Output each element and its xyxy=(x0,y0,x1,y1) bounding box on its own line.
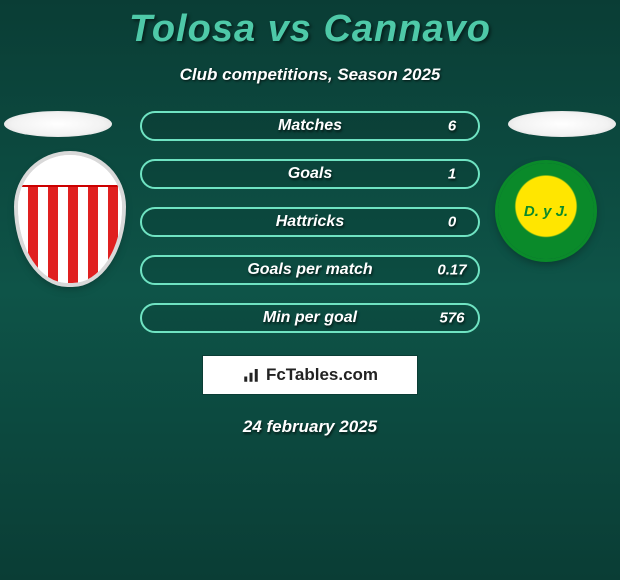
page-title: Tolosa vs Cannavo xyxy=(0,0,620,51)
bar-chart-icon xyxy=(242,366,260,384)
stat-row-matches: Matches 6 xyxy=(140,111,480,141)
player-silhouette-right xyxy=(508,111,616,137)
stat-label: Min per goal xyxy=(263,309,357,327)
subtitle: Club competitions, Season 2025 xyxy=(0,65,620,85)
brand-badge: FcTables.com xyxy=(202,355,418,395)
stat-right-value: 1 xyxy=(432,166,472,183)
comparison-area: Matches 6 Goals 1 Hattricks 0 Goals per … xyxy=(0,111,620,437)
player-silhouette-left xyxy=(4,111,112,137)
stat-right-value: 0 xyxy=(432,214,472,231)
date-text: 24 february 2025 xyxy=(0,417,620,437)
stat-row-min-per-goal: Min per goal 576 xyxy=(140,303,480,333)
brand-text: FcTables.com xyxy=(266,365,378,385)
team-crest-right xyxy=(498,155,602,283)
stat-right-value: 576 xyxy=(432,310,472,327)
stat-label: Matches xyxy=(278,117,342,135)
stat-row-hattricks: Hattricks 0 xyxy=(140,207,480,237)
team-crest-left xyxy=(18,155,122,283)
stat-row-goals: Goals 1 xyxy=(140,159,480,189)
stat-label: Goals xyxy=(288,165,332,183)
stat-right-value: 6 xyxy=(432,118,472,135)
stat-right-value: 0.17 xyxy=(432,262,472,279)
barracas-crest-icon xyxy=(18,155,122,283)
stats-list: Matches 6 Goals 1 Hattricks 0 Goals per … xyxy=(140,111,480,333)
stat-row-goals-per-match: Goals per match 0.17 xyxy=(140,255,480,285)
defensa-crest-icon xyxy=(498,163,594,259)
stat-label: Goals per match xyxy=(247,261,372,279)
stat-label: Hattricks xyxy=(276,213,344,231)
